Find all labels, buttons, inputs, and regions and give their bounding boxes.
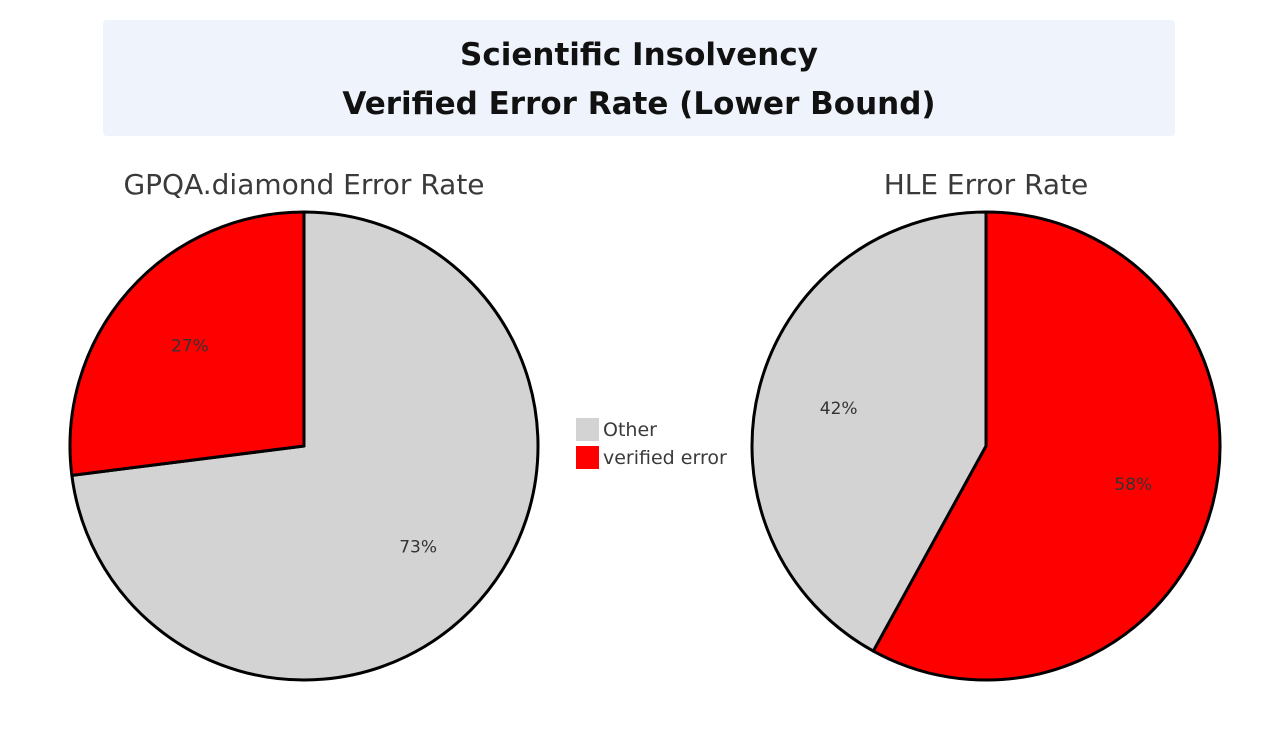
pie-title-hle: HLE Error Rate <box>884 168 1089 201</box>
pie-slice-verified-error <box>68 210 306 477</box>
pie-gpqa: 73% 27% <box>68 210 540 682</box>
legend-label: Other <box>603 419 657 441</box>
chart-title-line-1: Scientific Insolvency <box>460 37 818 73</box>
chart-header: Scientific Insolvency Verified Error Rat… <box>103 20 1175 136</box>
chart-title-line-2: Verified Error Rate (Lower Bound) <box>342 86 936 122</box>
legend-swatch <box>576 418 599 441</box>
pie-slice-verified-error <box>871 210 1222 682</box>
slice-label: 27% <box>171 336 209 356</box>
pie-title-gpqa: GPQA.diamond Error Rate <box>123 168 484 201</box>
slice-label: 73% <box>399 538 437 558</box>
legend-swatch <box>576 446 599 469</box>
slice-label: 42% <box>820 399 858 419</box>
legend: Other verified error <box>576 418 727 469</box>
slice-label: 58% <box>1114 475 1152 495</box>
pie-slice-other <box>750 210 988 653</box>
pie-hle: 58% 42% <box>750 210 1222 682</box>
legend-label: verified error <box>603 447 727 469</box>
